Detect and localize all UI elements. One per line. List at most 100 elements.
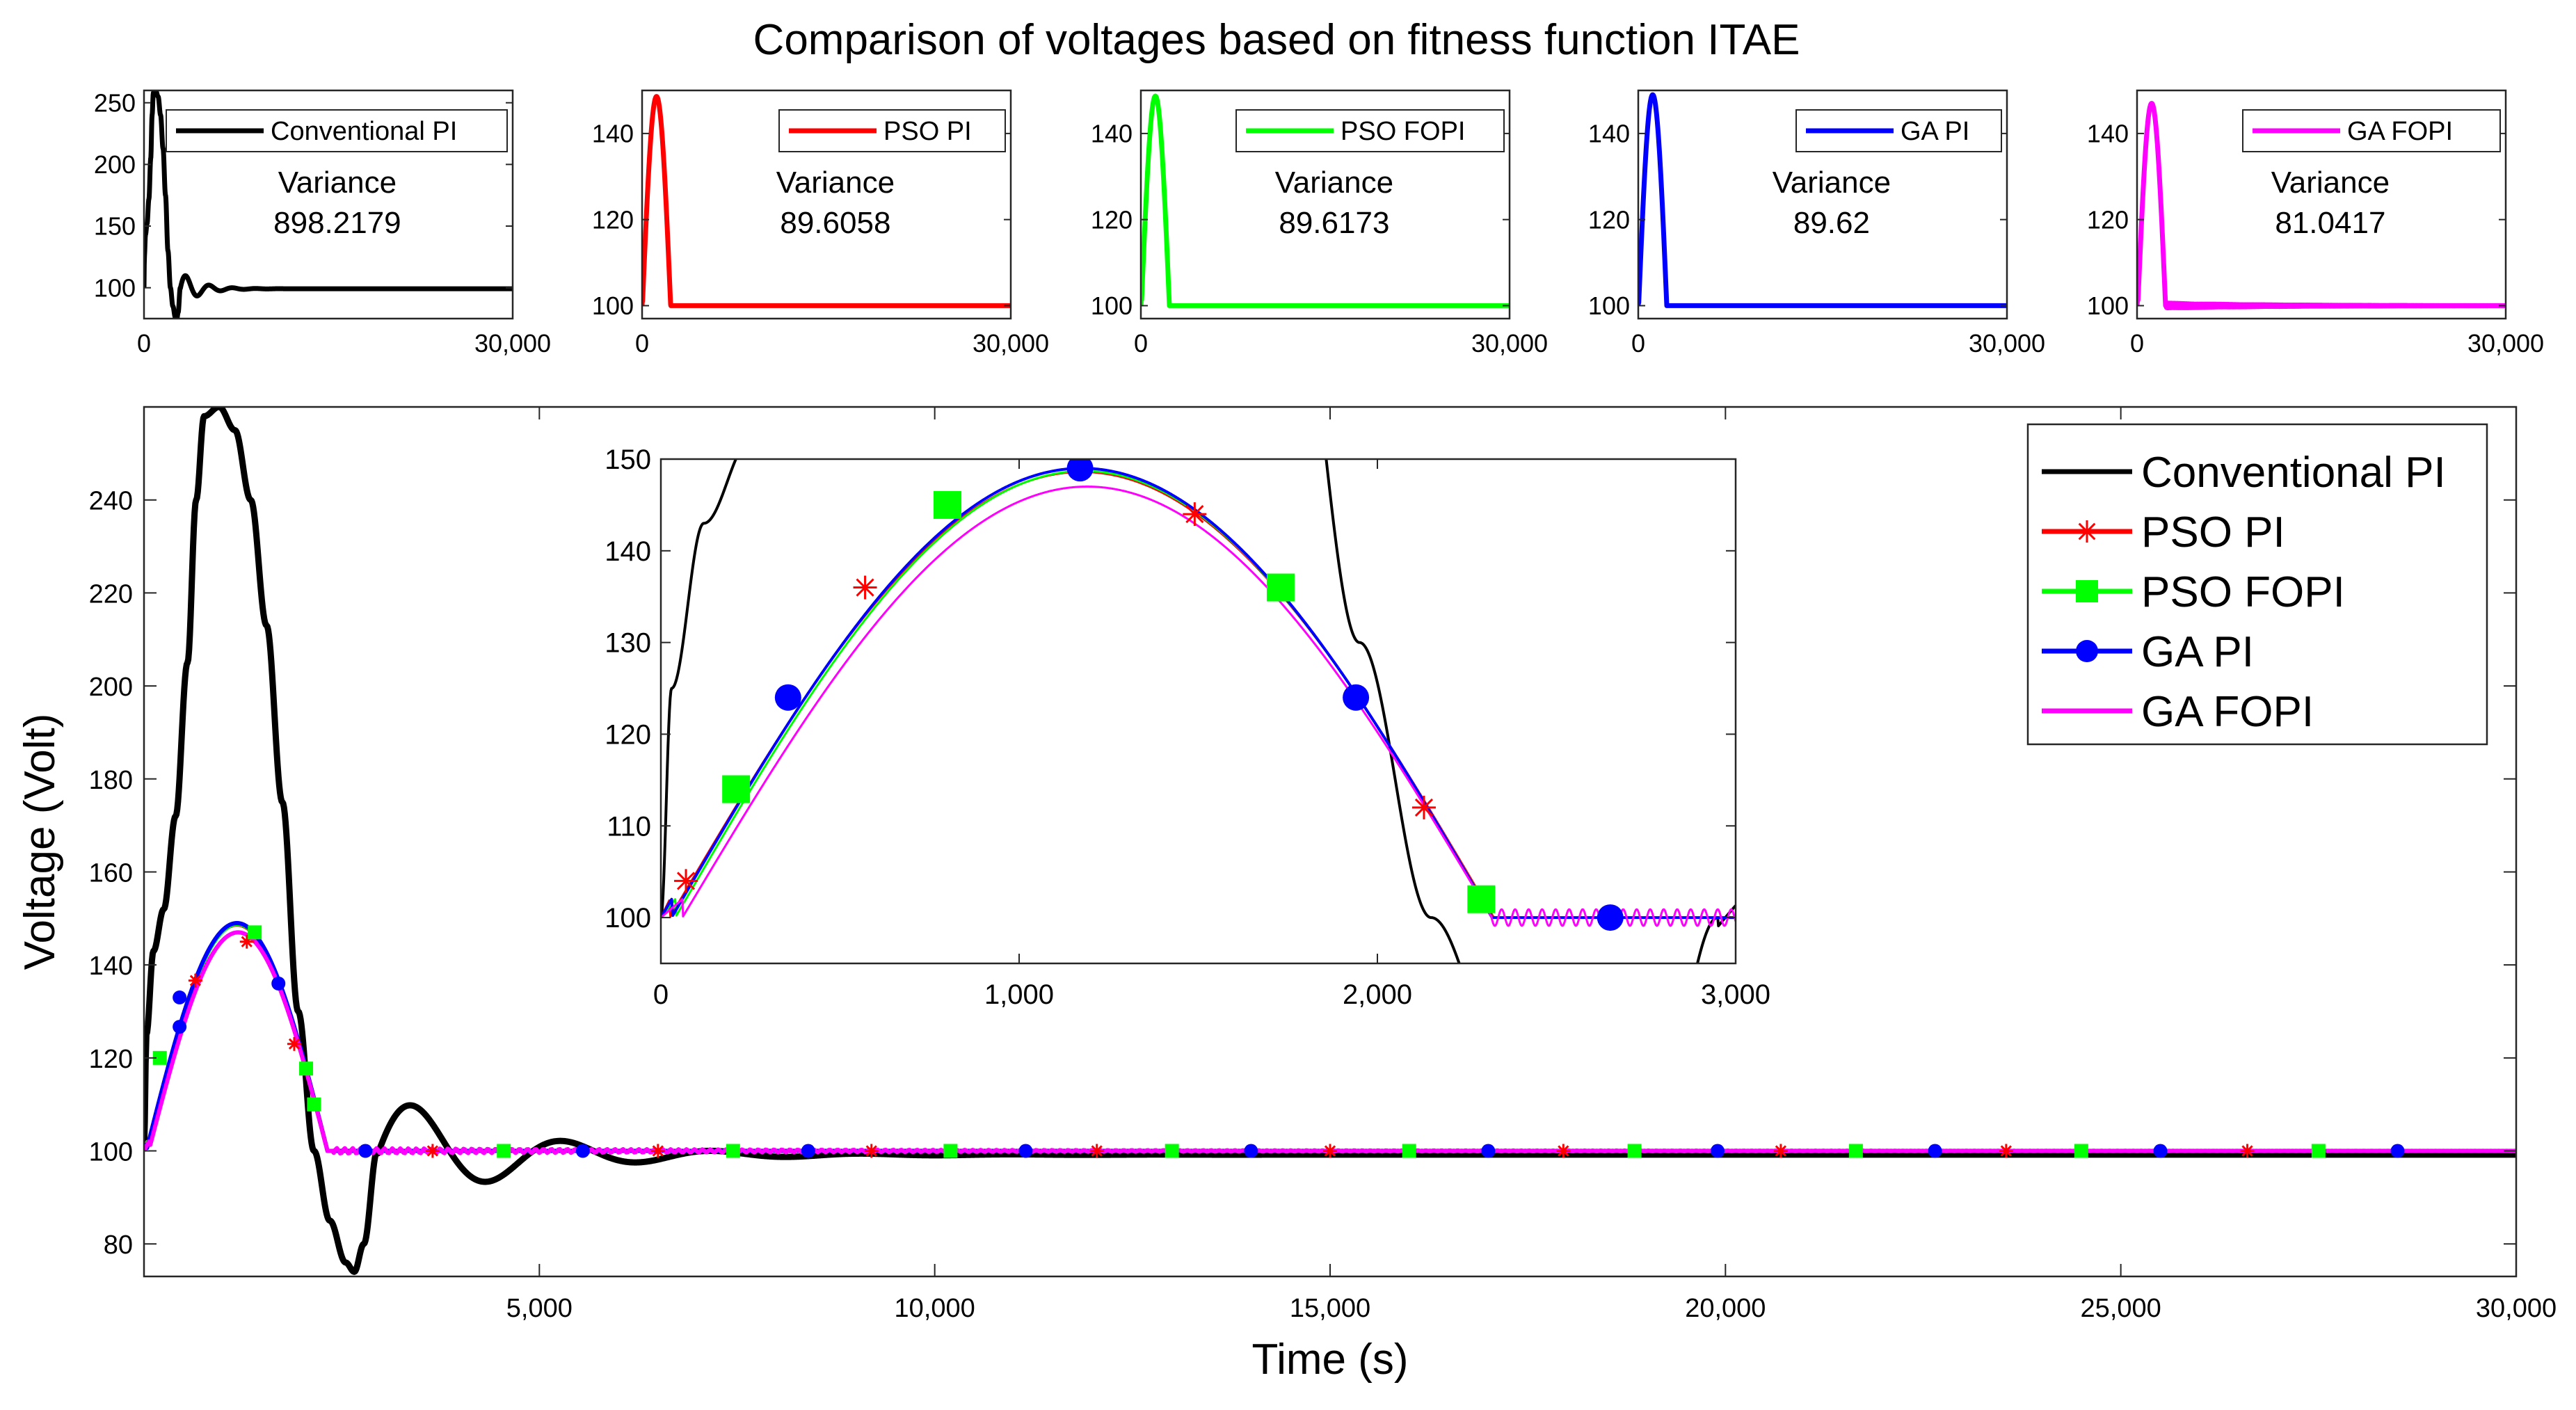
x-tick-label: 1,000	[984, 979, 1054, 1010]
marker-pso-fopi	[497, 1144, 511, 1158]
marker-ga-pi	[2390, 1144, 2405, 1158]
y-tick-label: 120	[1588, 205, 1630, 234]
inset-marker-pso-pi	[853, 575, 877, 600]
x-tick-label: 0	[1631, 329, 1645, 358]
marker-pso-fopi	[1848, 1144, 1863, 1158]
x-tick-label: 2,000	[1343, 979, 1412, 1010]
x-tick-label: 0	[653, 979, 669, 1010]
asterisk-stroke	[2000, 1145, 2012, 1157]
inset-marker-pso-fopi	[1266, 573, 1295, 602]
marker-pso-pi	[864, 1144, 879, 1158]
inset-marker-pso-pi	[1411, 795, 1436, 819]
asterisk-stroke	[1414, 798, 1434, 817]
y-tick-label: 110	[607, 811, 651, 842]
marker-pso-fopi	[726, 1144, 740, 1158]
y-tick-label: 100	[592, 291, 634, 320]
x-tick-label: 0	[635, 329, 649, 358]
marker-pso-pi	[1089, 1144, 1104, 1158]
y-tick-label: 140	[1091, 119, 1133, 147]
inset-marker-ga-pi	[1343, 684, 1370, 711]
marker-ga-pi	[1710, 1144, 1725, 1158]
asterisk-stroke	[2241, 1145, 2253, 1157]
y-tick-label: 140	[592, 119, 634, 147]
x-tick-label: 0	[1134, 329, 1148, 358]
x-tick-label: 20,000	[1685, 1294, 1766, 1323]
variance-value: 81.0417	[2275, 206, 2385, 240]
asterisk-stroke	[1091, 1145, 1103, 1157]
axes-frame	[641, 89, 1012, 320]
legend-label: Conventional PI	[2141, 449, 2446, 497]
marker-ga-pi	[2153, 1144, 2168, 1158]
marker-ga-pi	[801, 1144, 815, 1158]
axes-frame	[143, 406, 2518, 1278]
panel-small-ga-fopi: 0 30,000 100 120 140 GA FOPI Variance 81.0417	[2087, 89, 2544, 358]
inset-marker-pso-pi	[1183, 502, 1207, 527]
y-axis-label: Voltage (Volt)	[16, 714, 64, 970]
asterisk-stroke	[865, 1145, 877, 1157]
marker-pso-fopi	[2074, 1144, 2088, 1158]
axes-frame	[1637, 89, 2008, 320]
marker-ga-pi	[173, 990, 187, 1004]
series-line	[144, 90, 513, 319]
y-tick-label: 140	[2087, 119, 2129, 147]
marker-pso-fopi	[1627, 1144, 1642, 1158]
x-tick-label: 30,000	[474, 329, 551, 358]
marker-pso-fopi	[152, 1050, 167, 1065]
marker-pso-fopi	[1402, 1144, 1416, 1158]
variance-value: 898.2179	[273, 206, 401, 240]
marker-pso-pi	[650, 1144, 665, 1158]
y-tick-label: 150	[605, 444, 651, 475]
y-tick-label: 120	[1091, 205, 1133, 234]
x-tick-label: 3,000	[1701, 979, 1770, 1010]
y-tick-label: 100	[1588, 291, 1630, 320]
variance-label: Variance	[1773, 166, 1891, 200]
asterisk-stroke	[1558, 1145, 1569, 1157]
asterisk-stroke	[1775, 1145, 1787, 1157]
legend-entry: GA PI	[2042, 628, 2254, 676]
panel-small-pso-pi: 0 30,000 100 120 140 PSO PI Variance 89.6058	[592, 89, 1049, 358]
legend-entry: GA FOPI	[2042, 688, 2314, 736]
variance-label: Variance	[1275, 166, 1393, 200]
plot-area	[661, 459, 1736, 963]
panel-small-pso-fopi: 0 30,000 100 120 140 PSO FOPI Variance 89.6173	[1091, 89, 1548, 358]
inset-marker-ga-pi	[1597, 904, 1624, 931]
asterisk-stroke	[288, 1038, 301, 1050]
legend-label: PSO FOPI	[1341, 117, 1465, 146]
y-tick-label: 180	[89, 766, 133, 795]
marker-pso-fopi	[307, 1097, 321, 1112]
marker-pso-pi	[188, 973, 202, 988]
y-tick-label: 100	[1091, 291, 1133, 320]
marker-ga-pi	[1244, 1144, 1258, 1158]
y-tick-label: 250	[94, 88, 136, 117]
x-tick-label: 30,000	[973, 329, 1049, 358]
y-tick-label: 100	[94, 273, 136, 302]
legend-label: PSO PI	[883, 117, 972, 146]
y-tick-label: 200	[94, 150, 136, 179]
x-tick-label: 30,000	[2476, 1294, 2557, 1323]
y-tick-label: 130	[605, 628, 651, 659]
series-line	[1638, 92, 2007, 308]
legend-label: PSO FOPI	[2141, 568, 2345, 616]
y-tick-label: 120	[592, 205, 634, 234]
legend-label: GA PI	[1901, 117, 1969, 146]
asterisk-stroke	[1185, 505, 1204, 524]
plot-area	[144, 407, 2516, 1275]
marker-pso-pi	[2240, 1144, 2255, 1158]
inset-marker-ga-pi	[774, 684, 801, 711]
legend-box	[2026, 423, 2488, 746]
panel-inset: 0 1,000 2,000 3,000 100 110 120 130 140 150	[605, 444, 1770, 1010]
legend-entry: PSO FOPI	[2042, 568, 2345, 616]
panel-small-conventional: 0 30,000 100 150 200 250 Conventional PI Varian…	[94, 88, 551, 358]
chart-layer: 0 30,000 100 150 200 250 Conventional PI Varian…	[16, 88, 2557, 1384]
x-tick-label: 30,000	[1969, 329, 2045, 358]
marker-pso-pi	[1323, 1144, 1337, 1158]
y-tick-label: 80	[104, 1231, 133, 1260]
legend-marker	[2076, 520, 2098, 543]
plot-area	[642, 94, 1011, 308]
marker-pso-pi	[1556, 1144, 1571, 1158]
x-tick-label: 0	[2130, 329, 2144, 358]
legend-label: GA PI	[2141, 628, 2254, 676]
axes-frame	[659, 458, 1737, 965]
plot-area	[144, 90, 513, 319]
